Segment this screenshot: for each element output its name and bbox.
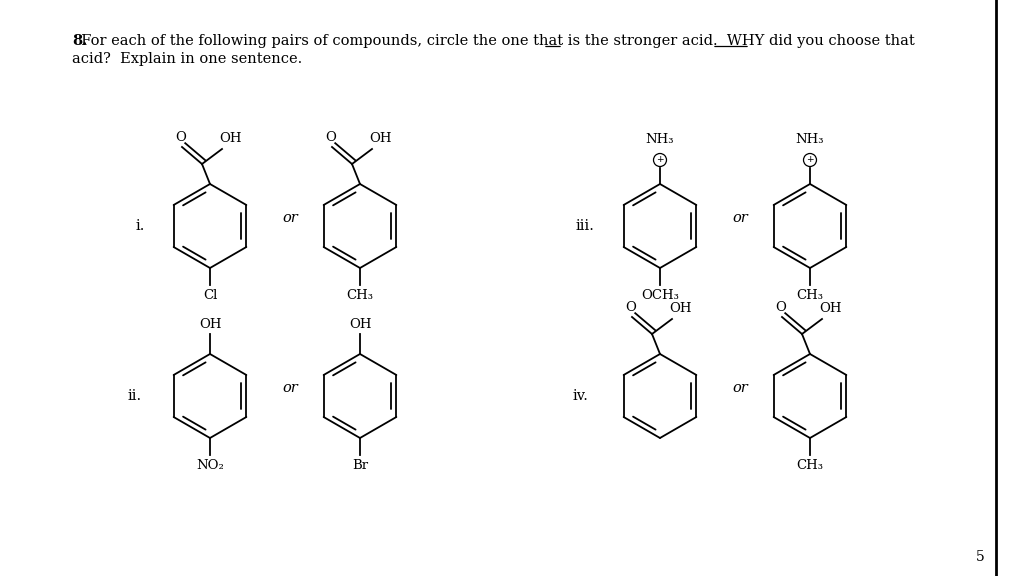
Text: OCH₃: OCH₃: [641, 289, 679, 302]
Text: CH₃: CH₃: [797, 459, 823, 472]
Text: OH: OH: [349, 318, 372, 331]
Text: ii.: ii.: [128, 389, 142, 403]
Text: +: +: [806, 155, 814, 164]
Text: or: or: [732, 381, 748, 395]
Text: NO₂: NO₂: [196, 459, 224, 472]
Text: O: O: [175, 131, 186, 144]
Text: or: or: [732, 211, 748, 225]
Text: 8.: 8.: [72, 34, 87, 48]
Text: OH: OH: [670, 302, 692, 315]
Text: +: +: [656, 155, 664, 164]
Text: NH₃: NH₃: [796, 133, 824, 146]
Text: Cl: Cl: [203, 289, 217, 302]
Text: acid?  Explain in one sentence.: acid? Explain in one sentence.: [72, 52, 302, 66]
Text: O: O: [626, 301, 637, 314]
Text: O: O: [775, 301, 786, 314]
Text: 5: 5: [976, 550, 984, 564]
Text: OH: OH: [820, 302, 843, 315]
Text: O: O: [326, 131, 337, 144]
Text: OH: OH: [199, 318, 221, 331]
Text: CH₃: CH₃: [346, 289, 374, 302]
Text: or: or: [283, 381, 298, 395]
Text: OH: OH: [220, 132, 243, 145]
Text: i.: i.: [135, 219, 144, 233]
Text: or: or: [283, 211, 298, 225]
Text: iv.: iv.: [572, 389, 588, 403]
Text: For each of the following pairs of compounds, circle the one that is the stronge: For each of the following pairs of compo…: [72, 34, 914, 48]
Text: Br: Br: [352, 459, 368, 472]
Text: iii.: iii.: [575, 219, 595, 233]
Text: CH₃: CH₃: [797, 289, 823, 302]
Text: NH₃: NH₃: [646, 133, 674, 146]
Text: OH: OH: [370, 132, 392, 145]
